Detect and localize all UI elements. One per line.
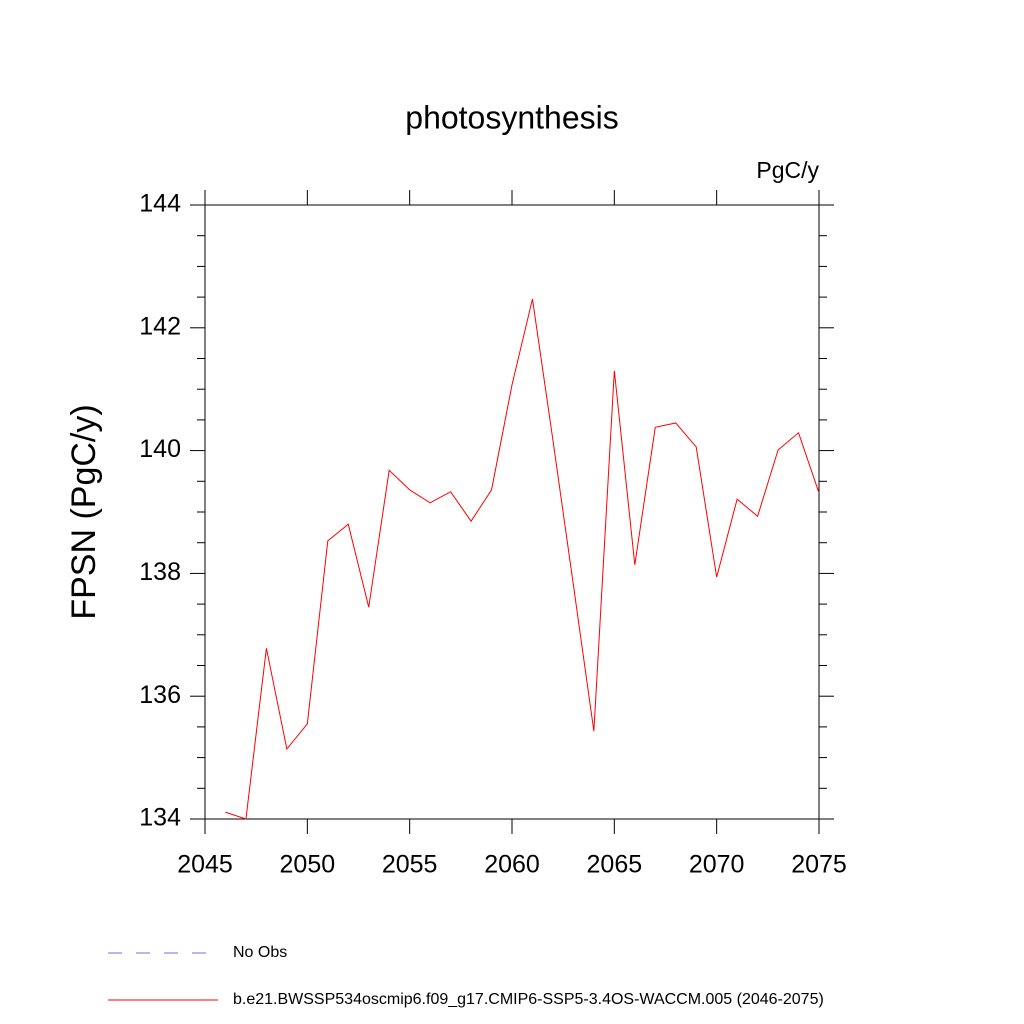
- y-tick-label: 140: [139, 435, 181, 463]
- plot-frame: [204, 204, 820, 820]
- x-tick-label: 2055: [382, 851, 438, 879]
- x-tick-label: 2075: [791, 851, 847, 879]
- series-line: [225, 298, 820, 820]
- x-tick-label: 2060: [484, 851, 540, 879]
- chart-title: photosynthesis: [405, 99, 618, 135]
- units-label: PgC/y: [756, 157, 819, 183]
- x-tick-label: 2050: [280, 851, 336, 879]
- y-tick-label: 138: [139, 558, 181, 586]
- x-tick-label: 2065: [587, 851, 643, 879]
- x-tick-label: 2045: [177, 851, 233, 879]
- y-tick-label: 144: [139, 190, 181, 218]
- y-axis-label: FPSN (PgC/y): [65, 404, 103, 619]
- x-tick-label: 2070: [689, 851, 745, 879]
- y-tick-label: 142: [139, 312, 181, 340]
- legend-label: No Obs: [233, 944, 287, 961]
- y-tick-label: 136: [139, 681, 181, 709]
- y-tick-label: 134: [139, 804, 181, 832]
- legend-label: b.e21.BWSSP534oscmip6.f09_g17.CMIP6-SSP5…: [233, 991, 824, 1008]
